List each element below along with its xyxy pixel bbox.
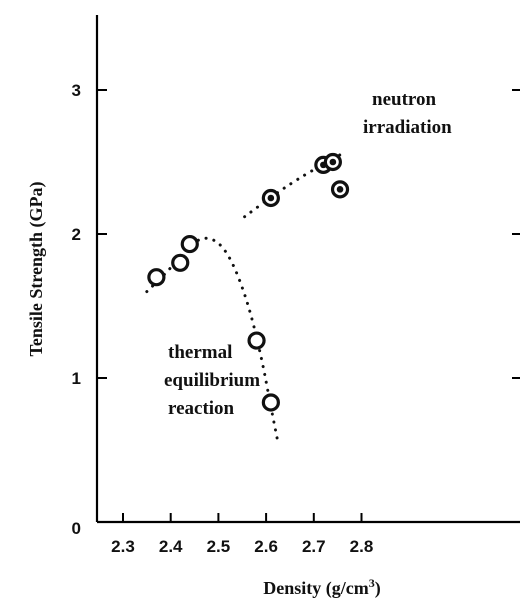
x-tick-label: 2.3 — [111, 537, 135, 556]
ticks: 2.3 2.4 2.5 2.6 2.7 2.8 0 1 2 3 — [72, 81, 520, 556]
data-point — [247, 331, 266, 350]
annotation-line: neutron — [372, 89, 436, 110]
annotation-line: reaction — [168, 398, 235, 419]
data-point — [180, 234, 199, 254]
data-points — [147, 152, 350, 412]
x-tick-label: 2.6 — [254, 537, 278, 556]
annotation-line: irradiation — [363, 117, 452, 138]
data-point — [330, 180, 350, 199]
data-point — [261, 393, 280, 412]
x-axis-title: Density (g/cm3) — [263, 576, 380, 599]
annotation-neutron-irradiation: neutron irradiation — [363, 89, 452, 138]
data-point — [261, 188, 280, 208]
data-point — [323, 152, 342, 172]
axes — [95, 15, 520, 524]
x-tick-label: 2.8 — [350, 537, 374, 556]
annotation-line: thermal — [168, 342, 232, 363]
x-tick-label: 2.4 — [159, 537, 183, 556]
annotation-thermal-equilibrium-reaction: thermal equilibrium reaction — [164, 342, 260, 419]
x-tick-label: 2.5 — [207, 537, 231, 556]
x-tick-label: 2.7 — [302, 537, 326, 556]
y-tick-label: 0 — [72, 519, 81, 538]
data-point — [147, 268, 166, 287]
y-tick-label: 2 — [72, 225, 81, 244]
data-point — [171, 253, 190, 272]
annotation-line: equilibrium — [164, 370, 260, 391]
x-axis-title-text: Density (g/cm — [263, 578, 368, 599]
x-axis-title-close: ) — [375, 578, 381, 599]
x-axis-title-sup: 3 — [369, 576, 375, 590]
y-tick-label: 1 — [72, 369, 81, 388]
y-tick-label: 3 — [72, 81, 81, 100]
y-axis-title: Tensile Strength (GPa) — [26, 181, 47, 356]
